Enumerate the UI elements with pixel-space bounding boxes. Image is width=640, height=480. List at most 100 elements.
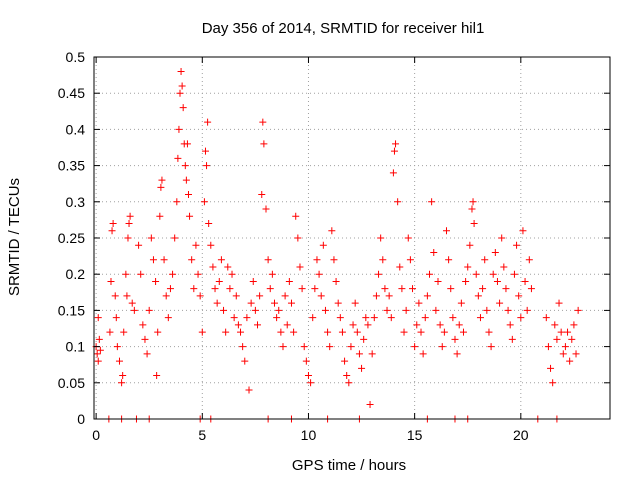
data-point <box>311 285 319 293</box>
data-point <box>264 256 272 264</box>
data-point <box>326 343 334 351</box>
data-point <box>112 314 120 322</box>
data-point <box>113 343 121 351</box>
data-point <box>319 241 327 249</box>
data-point <box>203 162 211 170</box>
data-point <box>343 372 351 380</box>
data-point <box>390 147 398 155</box>
data-point <box>387 314 395 322</box>
x-tick-label: 15 <box>407 427 423 443</box>
data-point <box>164 314 172 322</box>
data-point <box>383 306 391 314</box>
data-point <box>275 306 283 314</box>
data-point <box>309 314 317 322</box>
data-point <box>544 343 552 351</box>
data-point <box>468 205 476 213</box>
data-point <box>213 299 221 307</box>
data-point <box>232 292 240 300</box>
data-point <box>351 299 359 307</box>
data-point <box>166 285 174 293</box>
data-point <box>334 299 342 307</box>
data-point <box>432 306 440 314</box>
data-point <box>519 227 527 235</box>
data-point <box>481 256 489 264</box>
data-point <box>239 343 247 351</box>
data-point <box>404 234 412 242</box>
data-point <box>176 89 184 97</box>
chart-title: Day 356 of 2014, SRMTID for receiver hil… <box>202 20 485 37</box>
data-point <box>234 321 242 329</box>
data-point <box>330 256 338 264</box>
data-point <box>198 328 206 336</box>
data-point <box>120 328 128 336</box>
data-point <box>413 321 421 329</box>
data-point <box>207 241 215 249</box>
data-point <box>106 328 114 336</box>
data-point <box>362 314 370 322</box>
data-point <box>328 227 336 235</box>
data-point <box>109 220 117 228</box>
data-point <box>93 350 101 358</box>
x-tick-label: 0 <box>92 427 100 443</box>
data-point <box>428 198 436 206</box>
data-point <box>415 299 423 307</box>
data-point <box>96 346 104 354</box>
data-point <box>270 299 278 307</box>
data-point <box>375 270 383 278</box>
data-point <box>491 248 499 256</box>
data-point <box>338 328 346 336</box>
data-point <box>118 379 126 387</box>
data-point <box>553 335 561 343</box>
y-tick-label: 0.35 <box>58 158 85 174</box>
data-point <box>181 162 189 170</box>
data-point <box>268 270 276 278</box>
data-point <box>360 335 368 343</box>
data-point <box>479 285 487 293</box>
data-point <box>245 386 253 394</box>
data-point <box>379 256 387 264</box>
data-point <box>355 350 363 358</box>
data-point <box>372 292 380 300</box>
data-point <box>292 212 300 220</box>
data-point <box>251 306 259 314</box>
data-point <box>423 292 431 300</box>
data-point <box>336 314 344 322</box>
data-point <box>449 314 457 322</box>
data-point <box>504 306 512 314</box>
data-point <box>254 321 262 329</box>
data-point <box>557 328 565 336</box>
data-point <box>551 321 559 329</box>
data-point <box>470 220 478 228</box>
data-point <box>273 314 281 322</box>
data-point <box>124 234 132 242</box>
data-point <box>209 263 217 271</box>
data-point <box>469 198 477 206</box>
data-point <box>510 270 518 278</box>
data-point <box>394 198 402 206</box>
data-point <box>182 176 190 184</box>
data-point <box>243 314 251 322</box>
data-point <box>430 248 438 256</box>
data-point <box>194 270 202 278</box>
data-point <box>302 357 310 365</box>
data-point <box>568 335 576 343</box>
data-point <box>200 198 208 206</box>
y-tick-label: 0.5 <box>66 49 86 65</box>
y-tick-label: 0.1 <box>66 339 86 355</box>
data-point <box>256 292 264 300</box>
data-point <box>126 212 134 220</box>
data-point <box>145 306 153 314</box>
data-point <box>389 169 397 177</box>
data-point <box>162 292 170 300</box>
data-point <box>353 328 361 336</box>
data-point <box>283 321 291 329</box>
data-point <box>377 234 385 242</box>
data-point <box>201 147 209 155</box>
data-point <box>398 285 406 293</box>
data-point <box>515 292 523 300</box>
data-point <box>224 263 232 271</box>
data-point <box>508 335 516 343</box>
data-point <box>260 140 268 148</box>
data-point <box>149 256 157 264</box>
data-point <box>381 285 389 293</box>
